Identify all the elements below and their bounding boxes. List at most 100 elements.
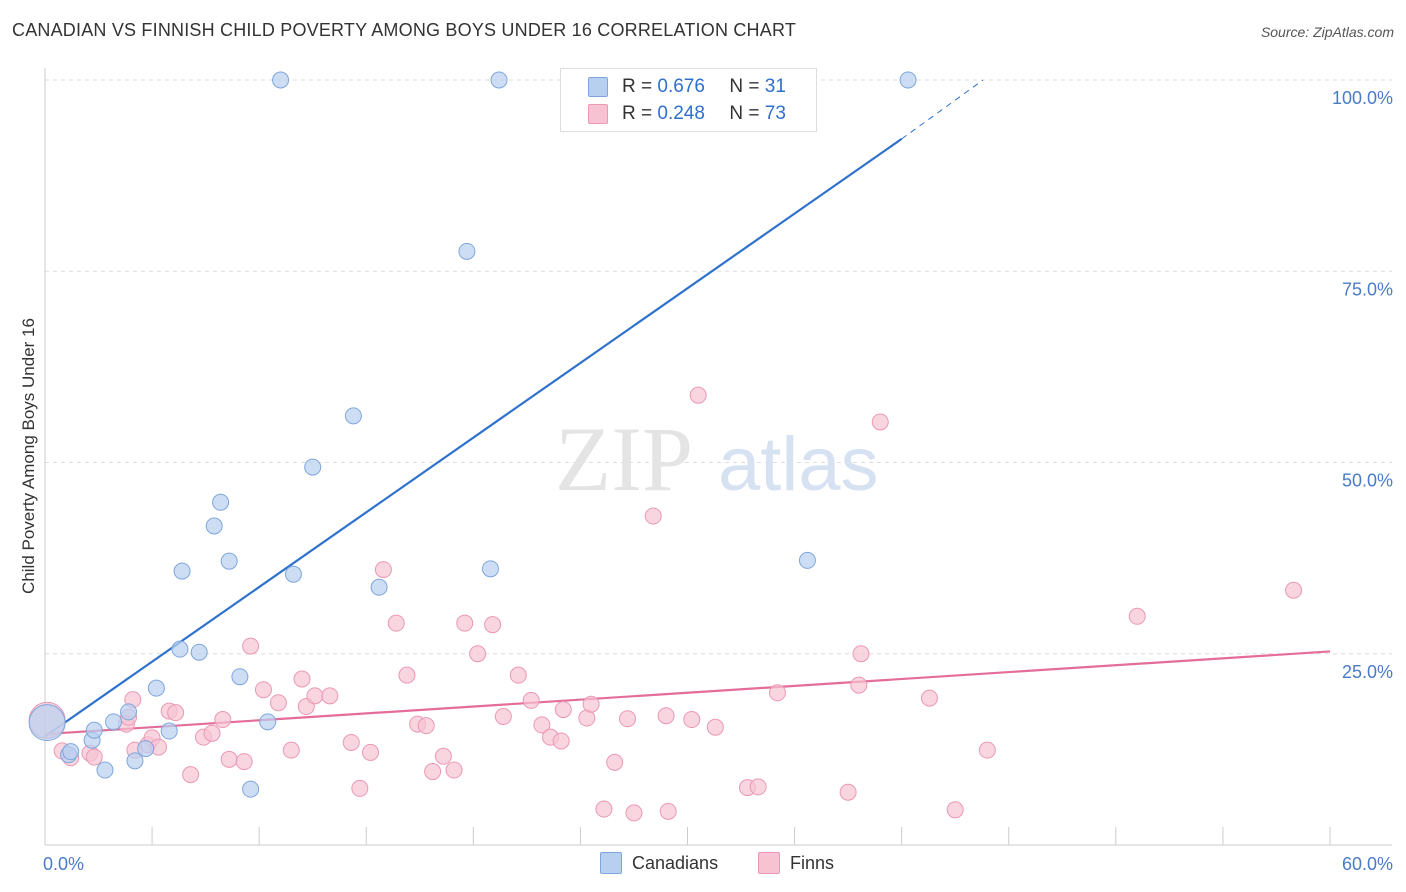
- finn-point: [850, 676, 868, 694]
- legend-r-value: 0.248: [657, 103, 705, 124]
- finn-point: [683, 711, 701, 729]
- legend-row-canadians: R = 0.676 N = 31: [561, 74, 786, 100]
- legend-n-label: N =: [729, 76, 760, 97]
- finn-point: [484, 616, 502, 634]
- canadian-point: [272, 71, 290, 89]
- canadian-point: [481, 560, 499, 578]
- y-tick-label: 75.0%: [1342, 279, 1393, 299]
- canadian-point: [205, 517, 223, 535]
- finn-point: [749, 778, 767, 796]
- gridlines: [45, 79, 1392, 655]
- canadian-point: [147, 679, 165, 697]
- finn-point: [533, 716, 551, 734]
- tick-labels: 25.0% 50.0% 75.0% 100.0% 0.0% 60.0%: [43, 88, 1393, 874]
- canadian-point: [96, 761, 114, 779]
- finn-point: [235, 753, 253, 771]
- finn-point: [509, 666, 527, 684]
- data-points: [28, 71, 1303, 822]
- finn-point: [978, 741, 996, 759]
- legend-row-finns: R = 0.248 N = 73: [561, 101, 786, 127]
- watermark-atlas: atlas: [718, 422, 879, 507]
- legend-r-label: R =: [622, 103, 653, 124]
- finns-legend-swatch: [758, 852, 780, 874]
- canadian-point: [344, 407, 362, 425]
- finn-point: [417, 717, 435, 735]
- trend-lines: [44, 79, 1331, 738]
- bottom-legend-finns: Finns: [758, 851, 834, 875]
- canadian-point: [28, 704, 66, 742]
- canadian-point: [304, 458, 322, 476]
- legend-n-value: 73: [764, 103, 786, 124]
- finn-point: [469, 645, 487, 663]
- canadian-point: [190, 643, 208, 661]
- finn-point: [625, 804, 643, 822]
- finn-point: [522, 691, 540, 709]
- legend-r-value: 0.676: [657, 76, 705, 97]
- finn-point: [595, 800, 613, 818]
- finn-point: [362, 743, 380, 761]
- finn-point: [657, 707, 675, 725]
- finn-point: [342, 733, 360, 751]
- finn-point: [220, 750, 238, 768]
- finn-point: [306, 687, 324, 705]
- x-tick-label: 60.0%: [1342, 854, 1393, 874]
- canadian-point: [284, 565, 302, 583]
- legend-n-label: N =: [729, 103, 760, 124]
- finn-point: [445, 761, 463, 779]
- finn-point: [1285, 581, 1303, 599]
- canadian-point: [105, 713, 123, 731]
- finn-point: [768, 684, 786, 702]
- watermark-zip: ZIP: [555, 408, 693, 510]
- canadians-swatch: [588, 77, 608, 97]
- chart-title: CANADIAN VS FINNISH CHILD POVERTY AMONG …: [12, 20, 797, 40]
- canadian-point: [173, 562, 191, 580]
- finn-point: [282, 741, 300, 759]
- canadian-point: [160, 722, 178, 740]
- y-tick-label: 25.0%: [1342, 662, 1393, 682]
- canadian-point: [899, 71, 917, 89]
- canadian-point: [490, 71, 508, 89]
- finn-point: [167, 704, 185, 722]
- finn-point: [582, 695, 600, 713]
- finn-point: [398, 666, 416, 684]
- y-tick-label: 50.0%: [1342, 471, 1393, 491]
- finn-point: [644, 507, 662, 525]
- canadians-trend-line: [44, 138, 903, 738]
- finn-point: [203, 724, 221, 742]
- finn-point: [374, 561, 392, 579]
- finn-point: [434, 747, 452, 765]
- finn-point: [1128, 607, 1146, 625]
- finn-point: [242, 637, 260, 655]
- canadian-point: [231, 668, 249, 686]
- finn-point: [387, 614, 405, 632]
- finn-point: [321, 687, 339, 705]
- legend-n-value: 31: [764, 76, 786, 97]
- finn-point: [659, 802, 677, 820]
- finn-point: [214, 711, 232, 729]
- finn-point: [424, 763, 442, 781]
- canadian-point: [458, 242, 476, 260]
- canadians-legend-label: Canadians: [632, 852, 719, 873]
- finn-point: [554, 701, 572, 719]
- correlation-legend: R = 0.676 N = 31 R = 0.248 N = 73: [560, 68, 817, 132]
- canadian-point: [62, 743, 80, 761]
- finn-point: [921, 689, 939, 707]
- canadian-point: [126, 752, 144, 770]
- canadian-point: [220, 552, 238, 570]
- canadian-point: [370, 578, 388, 596]
- finn-point: [706, 718, 724, 736]
- finn-point: [254, 681, 272, 699]
- x-tick-label: 0.0%: [43, 854, 84, 874]
- finn-point: [293, 670, 311, 688]
- canadian-point: [120, 703, 138, 721]
- finns-trend-line: [44, 650, 1331, 736]
- finn-point: [606, 753, 624, 771]
- finns-swatch: [588, 104, 608, 124]
- finn-point: [456, 614, 474, 632]
- legend-r-label: R =: [622, 76, 653, 97]
- source-credit: Source: ZipAtlas.com: [1260, 24, 1394, 40]
- finn-point: [871, 413, 889, 431]
- canadian-point: [798, 551, 816, 569]
- y-tick-label: 100.0%: [1332, 88, 1393, 108]
